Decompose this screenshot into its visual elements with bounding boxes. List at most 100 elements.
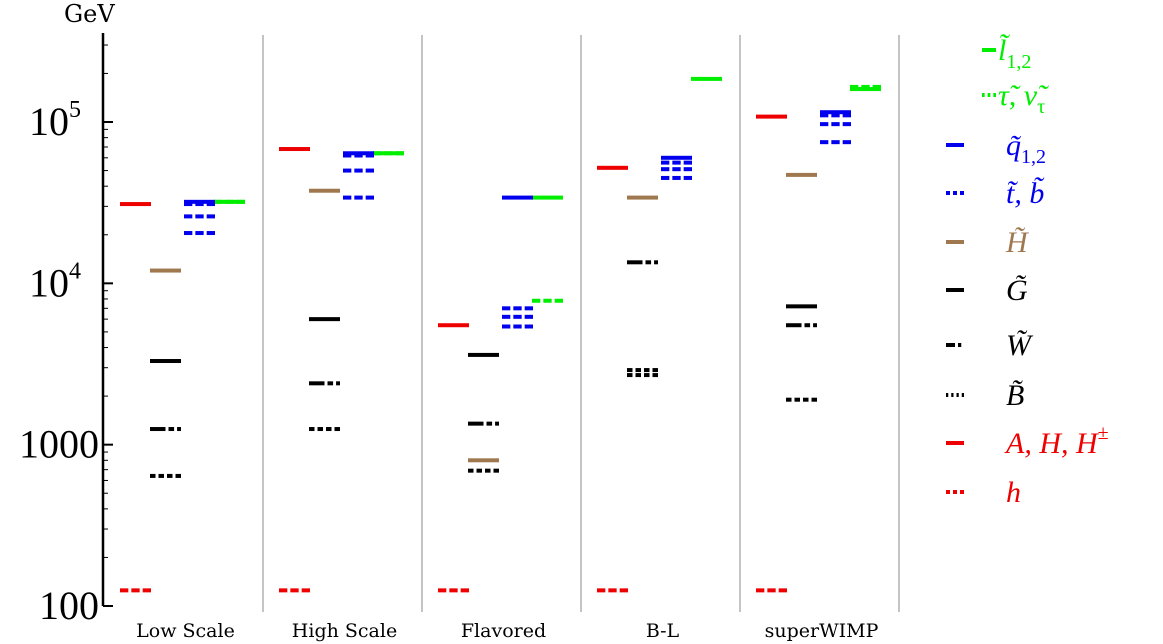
- legend-swatch: [946, 288, 964, 292]
- mass-level: [279, 588, 310, 593]
- legend-item: h: [946, 476, 1021, 509]
- mass-level: [756, 588, 787, 593]
- legend-swatch: [946, 240, 964, 244]
- legend-item: W̃: [946, 329, 1034, 362]
- mass-level: [786, 172, 817, 177]
- mass-level: [184, 214, 215, 219]
- legend-symbol: H̃: [1005, 226, 1030, 259]
- legend-swatch: [946, 393, 964, 397]
- legend-item: τ̃, ν̃τ: [982, 79, 1049, 118]
- category-label: Low Scale: [136, 620, 235, 642]
- mass-level: [309, 427, 340, 432]
- legend-item: A, H, H±: [946, 422, 1109, 460]
- mass-level: [184, 231, 215, 236]
- mass-level: [661, 167, 692, 172]
- legend-subscript: 1,2: [1006, 51, 1031, 73]
- legend-item: q̃1,2: [946, 129, 1046, 168]
- category-label: Flavored: [461, 620, 546, 642]
- y-axis: 100 1000 104 105: [19, 33, 113, 628]
- legend-label: G̃: [1006, 274, 1028, 307]
- legend-subscript: τ: [1037, 96, 1045, 118]
- mass-level: [309, 317, 340, 322]
- y-axis-unit-label: GeV: [64, 0, 115, 28]
- y-tick-label: 100: [39, 583, 99, 628]
- mass-level: [309, 188, 340, 193]
- mass-level: [786, 323, 817, 328]
- y-tick-label: 104: [29, 258, 81, 305]
- legend-item: B̃: [946, 379, 1024, 412]
- mass-level: [120, 588, 151, 593]
- mass-level: [627, 195, 658, 200]
- mass-level: [627, 368, 658, 373]
- mass-level: [850, 84, 881, 89]
- legend-symbol: h: [1006, 476, 1021, 509]
- y-tick-base: 10: [29, 260, 69, 305]
- legend-swatch: [982, 93, 996, 97]
- mass-level: [468, 468, 499, 473]
- category-label: B-L: [646, 620, 680, 642]
- mass-level: [343, 153, 374, 158]
- mass-level: [691, 76, 722, 81]
- mass-level: [279, 147, 310, 152]
- legend-swatch: [946, 343, 962, 347]
- legend-label: W̃: [1006, 329, 1034, 362]
- category-dividers: [262, 35, 900, 612]
- category-label: High Scale: [292, 620, 397, 642]
- legend-symbol: q̃: [1006, 129, 1021, 162]
- mass-level: [502, 306, 533, 311]
- legend: l̃1,2τ̃, ν̃τq̃1,2t̃, b̃H̃G̃W̃B̃A, H, H±h: [946, 34, 1109, 509]
- mass-level: [150, 359, 181, 364]
- mass-level: [532, 298, 563, 303]
- legend-item: l̃1,2: [982, 34, 1031, 73]
- mass-level: [214, 199, 245, 204]
- mass-level: [373, 151, 404, 156]
- legend-label: t̃, b̃: [1006, 177, 1045, 210]
- mass-level: [756, 114, 787, 119]
- mass-level: [343, 151, 374, 156]
- mass-level: [150, 268, 181, 273]
- legend-symbol: A, H, H: [1004, 427, 1100, 460]
- mass-level: [850, 87, 881, 92]
- legend-item: t̃, b̃: [946, 177, 1045, 210]
- legend-swatch: [946, 441, 964, 445]
- legend-item: G̃: [946, 274, 1028, 307]
- mass-level: [438, 588, 469, 593]
- mass-level: [820, 140, 851, 145]
- mass-level: [438, 323, 469, 328]
- mass-level: [502, 314, 533, 319]
- mass-level: [502, 324, 533, 329]
- mass-level: [661, 175, 692, 180]
- mass-level: [597, 588, 628, 593]
- legend-swatch: [946, 490, 964, 494]
- mass-level: [532, 195, 563, 200]
- legend-label: τ̃, ν̃τ: [998, 79, 1049, 118]
- mass-level: [184, 202, 215, 207]
- legend-swatch: [946, 143, 964, 147]
- legend-symbol: G̃: [1006, 274, 1028, 307]
- mass-level: [786, 397, 817, 402]
- legend-symbol: B̃: [1006, 379, 1024, 412]
- mass-level: [120, 202, 151, 207]
- legend-label: l̃1,2: [998, 34, 1031, 73]
- y-tick-base: 10: [29, 99, 69, 144]
- legend-label: A, H, H±: [1004, 422, 1109, 460]
- mass-level: [820, 110, 851, 115]
- y-tick-label: 1000: [19, 422, 99, 467]
- mass-level: [150, 473, 181, 478]
- mass-level: [820, 122, 851, 127]
- mass-level: [661, 155, 692, 160]
- legend-symbol: W̃: [1006, 329, 1034, 362]
- category-label: superWIMP: [765, 620, 879, 642]
- y-tick-label: 105: [29, 97, 81, 144]
- mass-level: [502, 195, 533, 200]
- legend-swatch: [982, 48, 996, 52]
- category-labels: Low Scale High Scale Flavored B-L superWIMP: [136, 620, 878, 642]
- mass-level: [820, 113, 851, 118]
- mass-levels: [120, 76, 881, 593]
- legend-label: H̃: [1005, 226, 1030, 259]
- legend-label: h: [1006, 476, 1021, 509]
- mass-level: [468, 352, 499, 357]
- legend-subscript: 1,2: [1021, 146, 1046, 168]
- mass-level: [627, 260, 658, 265]
